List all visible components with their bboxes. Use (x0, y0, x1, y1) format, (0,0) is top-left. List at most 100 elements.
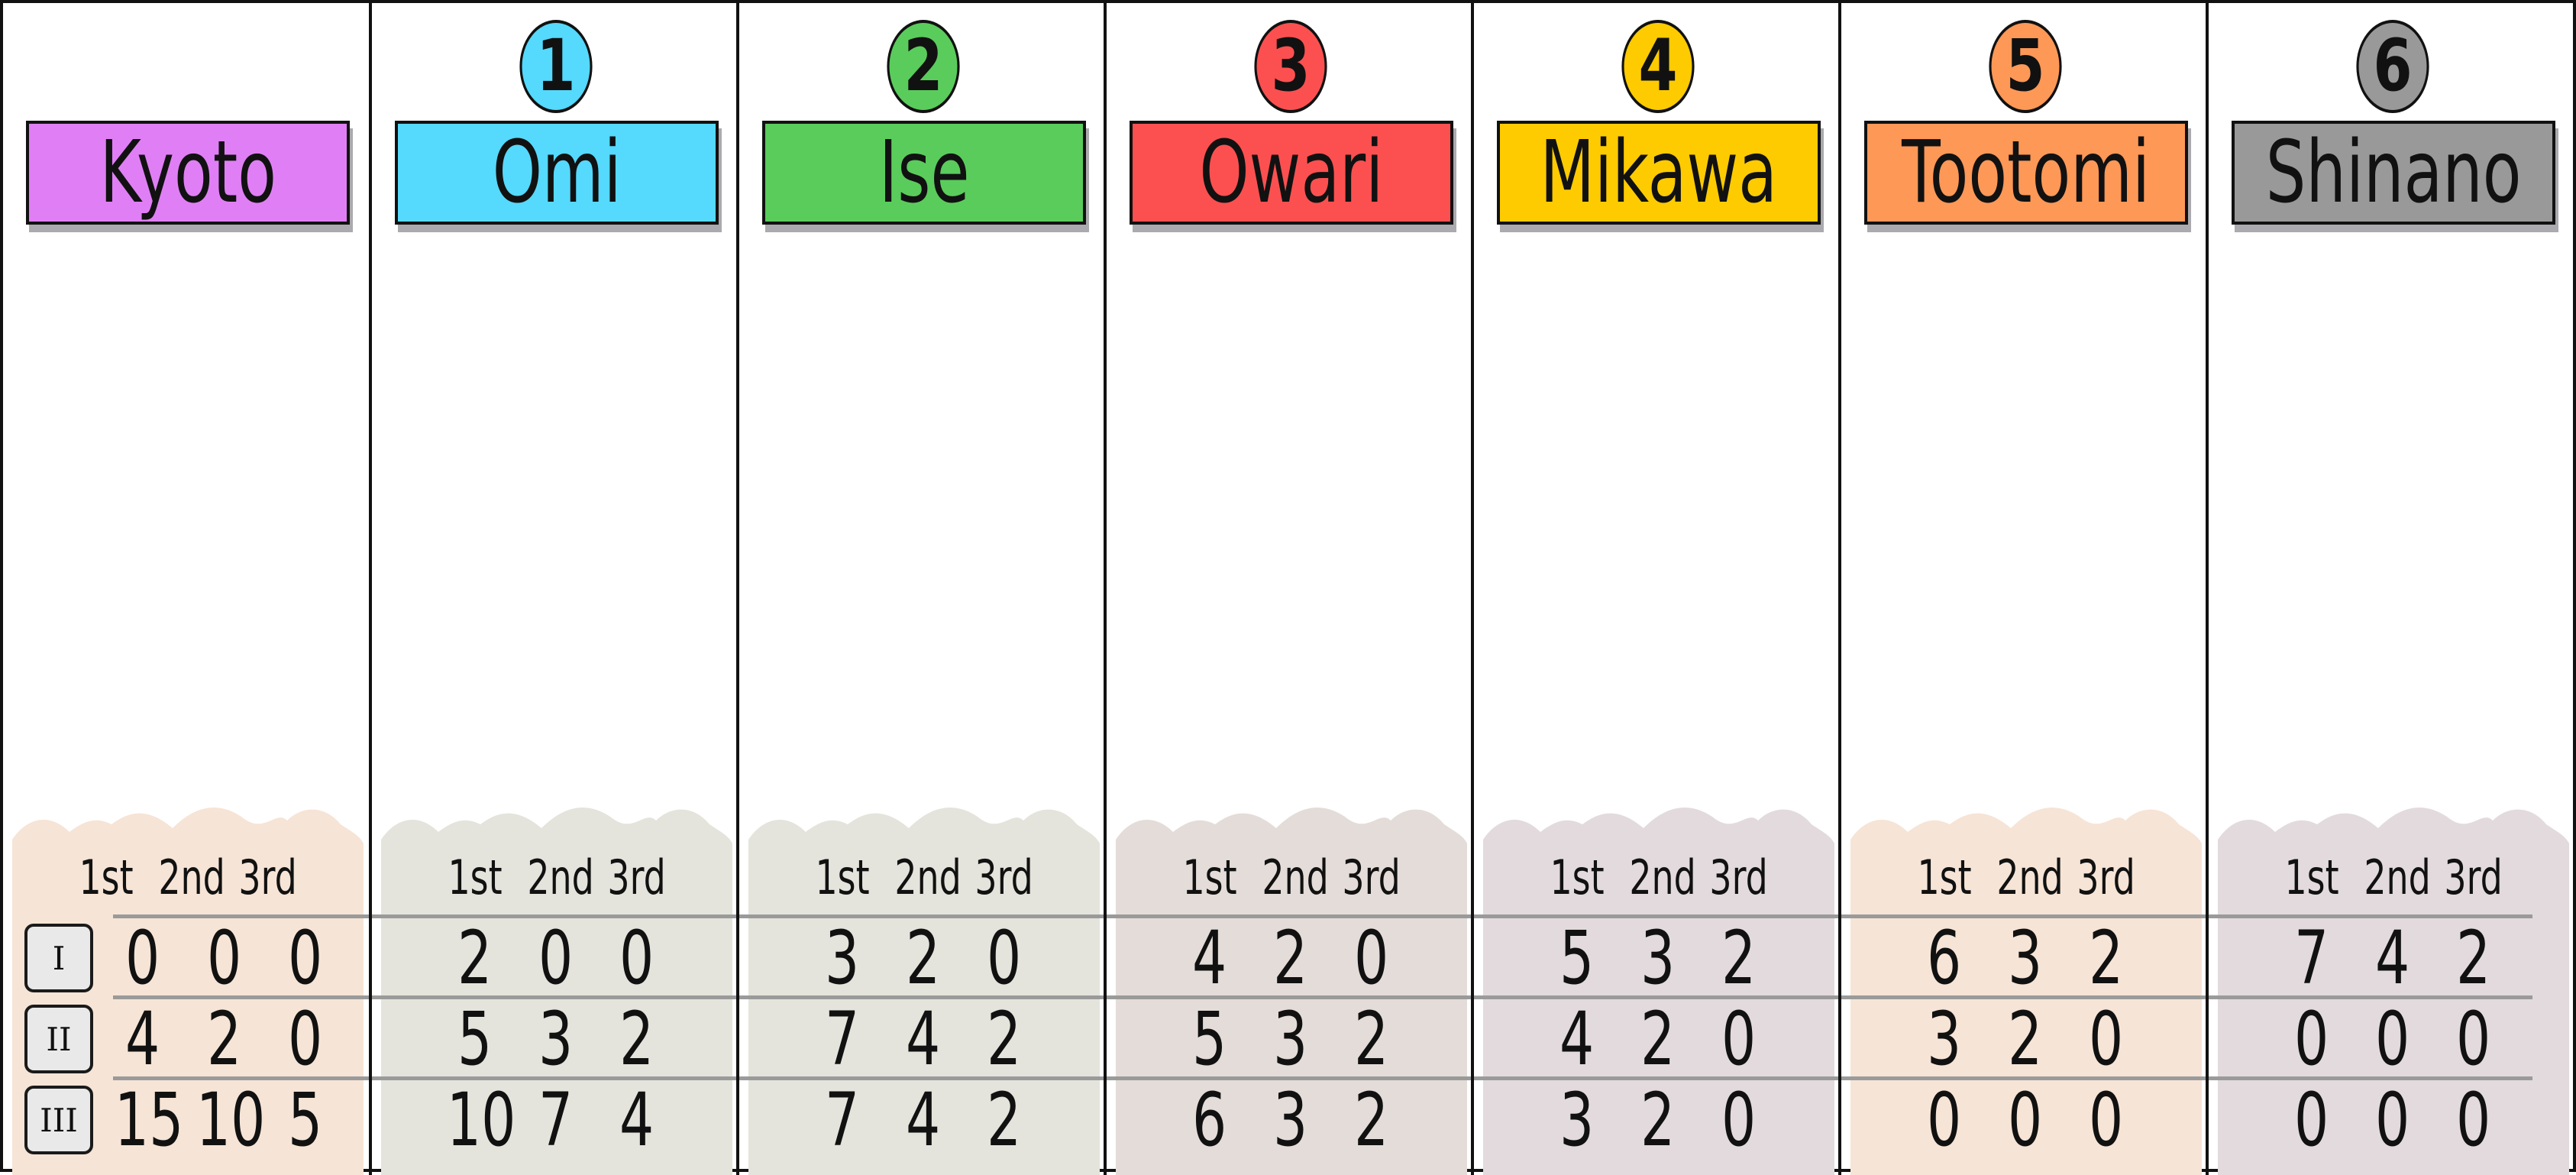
score-round-3-place-2: 10 (196, 1077, 266, 1163)
score-round-3-place-1: 3 (1559, 1077, 1595, 1163)
row-divider (1841, 1076, 2211, 1080)
place-header-1: 1st (1917, 850, 1972, 905)
score-panel (2218, 801, 2569, 1175)
province-number-badge: 5 (1989, 20, 2062, 113)
province-name-plate: Mikawa (1497, 121, 1821, 225)
score-round-1-place-2: 2 (1273, 915, 1308, 1001)
score-round-2-place-1: 5 (457, 996, 493, 1082)
place-header-3: 3rd (2444, 850, 2503, 905)
row-divider (372, 1076, 742, 1080)
province-name-plate: Shinano (2232, 121, 2555, 225)
province-number-badge: 2 (887, 20, 960, 113)
province-column-ise: 2 Ise 1st 2nd 3rd 3 2 0 7 4 2 7 4 2 (736, 3, 1109, 1175)
score-panel (12, 801, 364, 1175)
score-round-2-place-1: 4 (1559, 996, 1595, 1082)
score-panel-background (12, 808, 364, 1175)
score-round-1-place-1: 7 (2294, 915, 2329, 1001)
score-panel-background (381, 808, 732, 1175)
place-header-1: 1st (79, 850, 134, 905)
score-round-2-place-2: 2 (207, 996, 242, 1082)
row-divider (113, 995, 371, 999)
score-round-2-place-3: 0 (2089, 996, 2124, 1082)
score-round-1-place-3: 2 (1721, 915, 1757, 1001)
round-key-2: II (24, 1005, 93, 1073)
place-header-2: 2nd (1262, 850, 1329, 905)
score-panel-background (748, 808, 1100, 1175)
province-name-plate: Owari (1130, 121, 1453, 225)
score-round-3-place-3: 2 (1354, 1077, 1389, 1163)
row-divider (1107, 1076, 1476, 1080)
score-round-2-place-3: 2 (987, 996, 1022, 1082)
province-name-plate: Omi (395, 121, 719, 225)
score-round-3-place-3: 2 (987, 1077, 1022, 1163)
row-divider (2209, 914, 2532, 918)
score-round-2-place-2: 4 (906, 996, 941, 1082)
place-header-3: 3rd (1709, 850, 1769, 905)
score-panel-background (1850, 808, 2202, 1175)
score-round-3-place-3: 4 (619, 1077, 655, 1163)
province-name: Shinano (2265, 123, 2522, 222)
score-round-3-place-1: 0 (1927, 1077, 1962, 1163)
province-column-omi: 1 Omi 1st 2nd 3rd 2 0 0 5 3 2 10 7 4 (369, 3, 742, 1175)
row-divider (372, 914, 742, 918)
score-round-1-place-2: 0 (207, 915, 242, 1001)
row-divider (739, 995, 1109, 999)
score-round-3-place-1: 6 (1192, 1077, 1227, 1163)
row-divider (2209, 1076, 2532, 1080)
place-header-3: 3rd (2077, 850, 2136, 905)
score-round-1-place-3: 0 (288, 915, 323, 1001)
province-name: Kyoto (99, 123, 276, 222)
score-round-1-place-1: 2 (457, 915, 493, 1001)
score-round-2-place-1: 4 (125, 996, 160, 1082)
row-divider (113, 1076, 371, 1080)
score-round-2-place-3: 2 (619, 996, 655, 1082)
row-divider (372, 995, 742, 999)
score-round-3-place-3: 5 (288, 1077, 323, 1163)
province-number-badge: 3 (1254, 20, 1327, 113)
score-round-1-place-2: 3 (2008, 915, 2043, 1001)
score-round-2-place-2: 2 (1640, 996, 1676, 1082)
score-round-1-place-1: 6 (1927, 915, 1962, 1001)
score-round-3-place-2: 0 (2008, 1077, 2043, 1163)
score-round-1-place-1: 3 (825, 915, 860, 1001)
score-round-3-place-3: 0 (2089, 1077, 2124, 1163)
place-header-1: 1st (2284, 850, 2339, 905)
place-header-3: 3rd (607, 850, 667, 905)
row-divider (2209, 995, 2532, 999)
score-round-2-place-2: 3 (538, 996, 574, 1082)
score-round-3-place-1: 15 (114, 1077, 184, 1163)
score-round-1-place-1: 4 (1192, 915, 1227, 1001)
row-divider (1474, 914, 1844, 918)
score-round-3-place-3: 0 (2456, 1077, 2491, 1163)
score-round-1-place-1: 5 (1559, 915, 1595, 1001)
score-round-1-place-3: 0 (619, 915, 655, 1001)
place-header-3: 3rd (238, 850, 298, 905)
province-name: Mikawa (1540, 123, 1778, 222)
score-round-2-place-2: 2 (2008, 996, 2043, 1082)
score-round-3-place-2: 7 (538, 1077, 574, 1163)
province-number-badge: 1 (519, 20, 593, 113)
row-divider (1474, 995, 1844, 999)
row-divider (1107, 995, 1476, 999)
score-round-1-place-2: 2 (906, 915, 941, 1001)
place-header-1: 1st (1182, 850, 1237, 905)
place-header-1: 1st (815, 850, 870, 905)
score-round-2-place-3: 0 (1721, 996, 1757, 1082)
score-round-2-place-3: 0 (2456, 996, 2491, 1082)
province-name-plate: Ise (762, 121, 1086, 225)
score-panel (748, 801, 1100, 1175)
province-name-plate: Kyoto (26, 121, 350, 225)
place-header-3: 3rd (974, 850, 1034, 905)
place-header-2: 2nd (2364, 850, 2431, 905)
place-header-2: 2nd (158, 850, 225, 905)
place-header-1: 1st (1550, 850, 1605, 905)
province-column-shinano: 6 Shinano 1st 2nd 3rd 7 4 2 0 0 0 0 0 0 (2206, 3, 2574, 1175)
score-round-3-place-1: 7 (825, 1077, 860, 1163)
score-round-3-place-3: 0 (1721, 1077, 1757, 1163)
score-panel (1116, 801, 1467, 1175)
province-column-tootomi: 5 Tootomi 1st 2nd 3rd 6 3 2 3 2 0 0 0 0 (1838, 3, 2211, 1175)
score-round-3-place-2: 2 (1640, 1077, 1676, 1163)
score-panel (1850, 801, 2202, 1175)
score-round-2-place-1: 7 (825, 996, 860, 1082)
